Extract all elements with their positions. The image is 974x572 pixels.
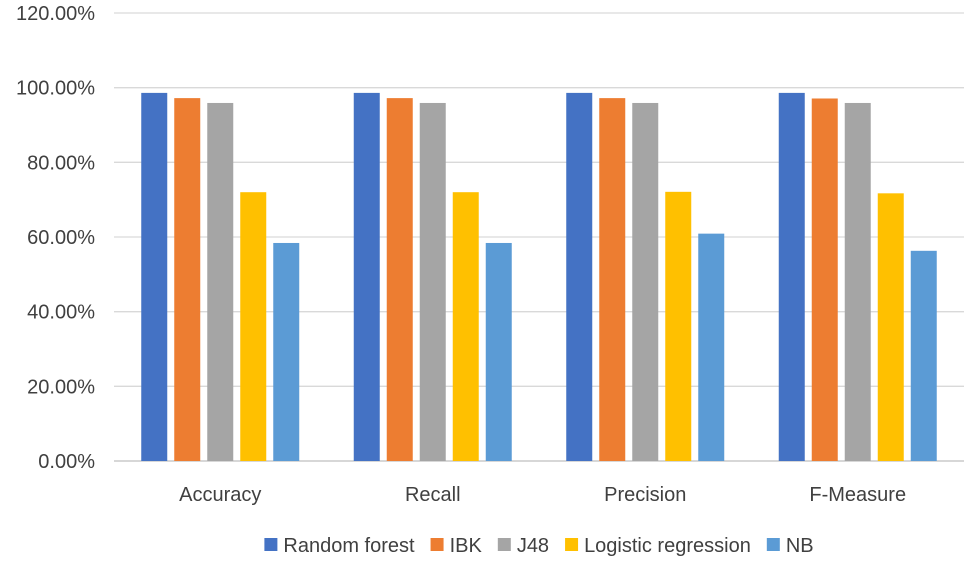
bar-logistic-regression-recall [452,192,479,461]
legend-item-nb: NB [766,535,814,557]
legend-swatch [430,538,444,551]
x-tick-label: Accuracy [179,484,261,506]
x-axis-tick-labels: Accuracy Recall Precision F-Measure [179,484,906,506]
legend-item-j48: J48 [497,535,549,557]
legend-item-logistic-regression: Logistic regression [565,535,751,557]
legend-item-ibk: IBK [430,535,483,557]
legend-item-random-forest: Random forest [264,535,415,557]
x-tick-label: Recall [405,484,461,506]
bar-logistic-regression-precision [665,191,692,461]
y-tick-label: 80.00% [27,152,95,174]
y-tick-label: 60.00% [27,227,95,249]
bar-nb-precision [698,233,725,461]
bar-nb-recall [485,242,512,461]
legend-swatch [565,538,579,551]
y-tick-label: 0.00% [38,451,95,473]
bar-j48-recall [419,102,446,462]
bar-ibk-precision [599,98,626,462]
legend: Random forest IBK J48 Logistic regression NB [264,535,814,557]
bar-j48-accuracy [207,102,234,462]
legend-label: Random forest [283,535,415,557]
legend-label: Logistic regression [584,535,751,557]
y-tick-label: 40.00% [27,302,95,324]
y-tick-label: 20.00% [27,376,95,398]
bar-random-forest-precision [566,92,593,461]
bar-j48-precision [632,102,659,462]
bar-logistic-regression-accuracy [240,192,267,461]
bar-ibk-accuracy [174,98,201,462]
legend-label: IBK [450,535,483,557]
bar-random-forest-recall [353,92,380,461]
bar-ibk-f-measure [811,98,838,461]
legend-swatch [497,538,511,551]
bar-random-forest-accuracy [141,92,168,461]
x-tick-label: Precision [604,484,686,506]
y-tick-label: 100.00% [16,78,95,100]
y-tick-label: 120.00% [16,3,95,25]
legend-label: J48 [517,535,549,557]
x-tick-label: F-Measure [809,484,906,506]
legend-swatch [264,538,278,551]
legend-label: NB [786,535,814,557]
bar-j48-f-measure [844,102,871,462]
bar-random-forest-f-measure [778,92,805,461]
y-axis-tick-labels: 0.00% 20.00% 40.00% 60.00% 80.00% 100.00% 120.… [16,3,95,473]
bar-ibk-recall [386,98,413,462]
legend-swatch [766,538,780,551]
bar-nb-f-measure [910,250,937,461]
bars [141,92,937,462]
bar-nb-accuracy [273,242,300,461]
bar-logistic-regression-f-measure [877,193,904,461]
